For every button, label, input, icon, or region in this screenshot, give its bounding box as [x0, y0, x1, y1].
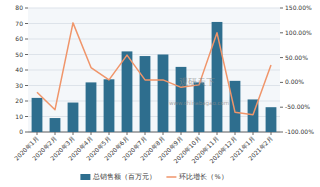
bar	[266, 107, 277, 132]
legend-swatch	[166, 176, 176, 178]
tick-mark	[25, 70, 28, 71]
bar	[230, 81, 241, 132]
tick-label: 50	[15, 51, 23, 58]
tick-mark	[217, 132, 218, 135]
grid-line	[28, 8, 280, 9]
watermark: 观研天下	[179, 77, 215, 87]
tick-mark	[181, 132, 182, 135]
tick-label: 100.00%	[285, 29, 312, 36]
tick-mark	[280, 132, 283, 133]
legend-label: 环比增长（%）	[179, 173, 227, 181]
data	[32, 22, 277, 132]
bar	[194, 82, 205, 132]
tick-mark	[91, 132, 92, 135]
grid-line	[28, 116, 280, 117]
bar	[122, 51, 133, 132]
tick-mark	[280, 57, 283, 58]
axes: 0 10 20 30 40 50 60 70 80 -100.00% -50.00% 0.00% 50.…	[13, 4, 314, 164]
chart: 0 10 20 30 40 50 60 70 80 -100.00% -50.00% 0.00% 50.…	[0, 0, 320, 187]
legend-swatch	[80, 174, 90, 180]
category-label: 2021年2月	[247, 135, 274, 162]
bar	[32, 98, 43, 132]
tick-mark	[55, 132, 56, 135]
bar	[50, 118, 61, 132]
watermark: www.chinabagao.com	[169, 100, 229, 107]
tick-mark	[25, 101, 28, 102]
tick-label: 50.00%	[285, 54, 308, 61]
tick-mark	[25, 8, 28, 9]
tick-mark	[235, 132, 236, 135]
tick-mark	[25, 85, 28, 86]
grid-line	[28, 23, 280, 24]
grid-line	[28, 85, 280, 86]
bar	[104, 79, 115, 132]
tick-mark	[109, 132, 110, 135]
tick-label: 80	[15, 4, 23, 11]
tick-label: 30	[15, 82, 23, 89]
tick-mark	[25, 132, 28, 133]
tick-label: 40	[15, 66, 23, 73]
tick-mark	[280, 32, 283, 33]
tick-mark	[199, 132, 200, 135]
tick-label: 150.00%	[285, 4, 312, 11]
grid-line	[28, 101, 280, 102]
tick-mark	[25, 54, 28, 55]
tick-mark	[271, 132, 272, 135]
legend-label: 总销售额（百万元）	[92, 173, 156, 181]
legend-item: 环比增长（%）	[166, 173, 227, 181]
line	[37, 23, 271, 115]
bar	[68, 103, 79, 132]
tick-label: -100.00%	[285, 128, 314, 135]
bar	[86, 82, 97, 132]
tick-mark	[280, 82, 283, 83]
tick-label: -50.00%	[285, 103, 310, 110]
tick-mark	[280, 8, 283, 9]
tick-mark	[163, 132, 164, 135]
tick-mark	[145, 132, 146, 135]
tick-mark	[25, 39, 28, 40]
tick-mark	[127, 132, 128, 135]
grid-line	[28, 70, 280, 71]
tick-label: 70	[15, 20, 23, 27]
tick-mark	[253, 132, 254, 135]
grid-line	[28, 132, 280, 133]
tick-mark	[37, 132, 38, 135]
legend-item: 总销售额（百万元）	[80, 173, 156, 181]
tick-mark	[73, 132, 74, 135]
tick-mark	[25, 23, 28, 24]
tick-mark	[280, 107, 283, 108]
tick-mark	[25, 116, 28, 117]
grid-line	[28, 39, 280, 40]
tick-label: 10	[15, 113, 23, 120]
plot-area	[28, 8, 280, 132]
x-axis-line	[28, 132, 280, 133]
tick-label: 0.00%	[285, 78, 304, 85]
tick-label: 60	[15, 35, 23, 42]
bar	[140, 56, 151, 132]
legend: 总销售额（百万元） 环比增长（%）	[80, 173, 227, 181]
tick-label: 0	[19, 128, 23, 135]
bar	[158, 55, 169, 133]
tick-label: 20	[15, 97, 23, 104]
